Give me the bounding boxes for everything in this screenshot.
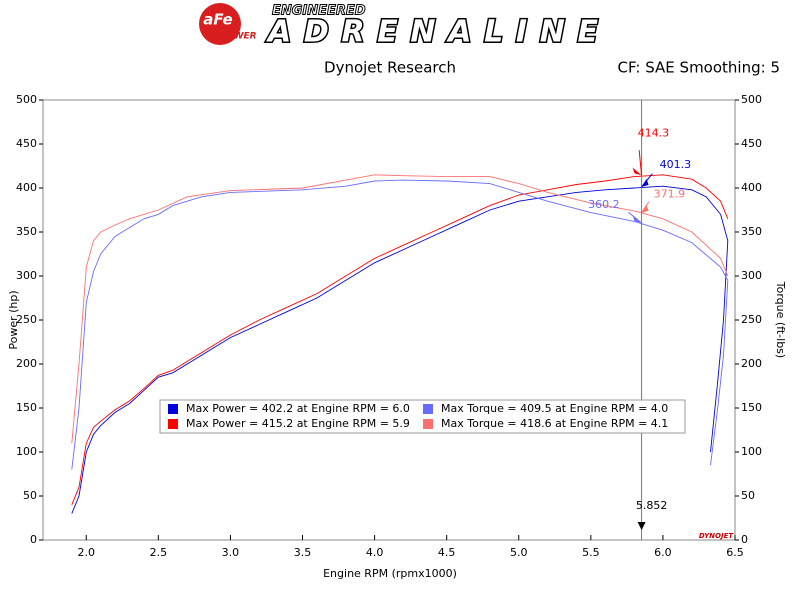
logo: aFe <box>203 11 232 29</box>
y2-tick-label: 50 <box>741 489 755 502</box>
logo-sub: POWER <box>219 32 256 42</box>
cursor-arrow <box>637 522 646 530</box>
y2-tick-label: 0 <box>741 533 748 546</box>
y2-tick-label: 450 <box>741 137 762 150</box>
y-tick-label: 100 <box>16 445 37 458</box>
cursor-marker <box>641 204 649 213</box>
y2-tick-label: 250 <box>741 313 762 326</box>
y-tick-label: 400 <box>16 181 37 194</box>
legend-label: Max Power = 415.2 at Engine RPM = 5.9 <box>186 417 410 430</box>
cursor-pointer <box>638 150 643 176</box>
series-line <box>71 185 729 514</box>
chart-subtitle: CF: SAE Smoothing: 5 <box>617 59 780 77</box>
brand: ADRENALINE <box>266 15 599 50</box>
series-line <box>71 179 729 470</box>
y-tick-label: 300 <box>16 269 37 282</box>
logo-circle <box>199 3 241 45</box>
x-tick-label: 5.0 <box>510 546 528 559</box>
legend-swatch <box>168 419 178 429</box>
y-tick-label: 500 <box>16 93 37 106</box>
cursor-value: 401.3 <box>660 158 692 171</box>
y-tick-label: 50 <box>23 489 37 502</box>
series-line <box>71 174 729 444</box>
cursor-value: 360.2 <box>588 198 620 211</box>
legend-swatch <box>423 419 433 429</box>
x-tick-label: 6.5 <box>726 546 744 559</box>
legend-swatch <box>168 404 178 414</box>
cursor-value: 371.9 <box>654 188 686 201</box>
cursor-x-label: 5.852 <box>636 499 668 512</box>
x-tick-label: 6.0 <box>654 546 672 559</box>
x-tick-label: 2.0 <box>78 546 96 559</box>
y-tick-label: 350 <box>16 225 37 238</box>
legend-box <box>159 399 686 434</box>
x-tick-label: 3.0 <box>222 546 240 559</box>
cursor-marker <box>632 215 642 224</box>
legend-label: Max Power = 402.2 at Engine RPM = 6.0 <box>186 402 410 415</box>
x-tick-label: 2.5 <box>150 546 168 559</box>
cursor-marker <box>641 178 649 187</box>
y-tick-label: 200 <box>16 357 37 370</box>
cursor-marker <box>632 167 642 176</box>
y2-axis-label: Torque (ft-lbs) <box>774 281 787 358</box>
y2-tick-label: 150 <box>741 401 762 414</box>
brand-top: ENGINEERED <box>272 4 366 19</box>
chart-title: Dynojet Research <box>324 59 456 77</box>
y2-tick-label: 350 <box>741 225 762 238</box>
y-tick-label: 150 <box>16 401 37 414</box>
legend-label: Max Torque = 418.6 at Engine RPM = 4.1 <box>441 417 668 430</box>
y2-tick-label: 300 <box>741 269 762 282</box>
y-tick-label: 0 <box>30 533 37 546</box>
legend-swatch <box>423 404 433 414</box>
y2-tick-label: 100 <box>741 445 762 458</box>
legend-label: Max Torque = 409.5 at Engine RPM = 4.0 <box>441 402 668 415</box>
y2-tick-label: 200 <box>741 357 762 370</box>
watermark: DYNOJET <box>699 532 735 540</box>
y-tick-label: 250 <box>16 313 37 326</box>
x-tick-label: 4.0 <box>366 546 384 559</box>
x-tick-label: 4.5 <box>438 546 456 559</box>
y-tick-label: 450 <box>16 137 37 150</box>
y2-tick-label: 500 <box>741 93 762 106</box>
series-line <box>71 174 729 505</box>
cursor-value: 414.3 <box>638 126 670 139</box>
x-tick-label: 3.5 <box>294 546 312 559</box>
x-tick-label: 5.5 <box>582 546 600 559</box>
y-axis-label: Power (hp) <box>7 290 20 349</box>
y2-tick-label: 400 <box>741 181 762 194</box>
plot-frame <box>42 99 736 541</box>
x-axis-label: Engine RPM (rpmx1000) <box>323 567 457 580</box>
